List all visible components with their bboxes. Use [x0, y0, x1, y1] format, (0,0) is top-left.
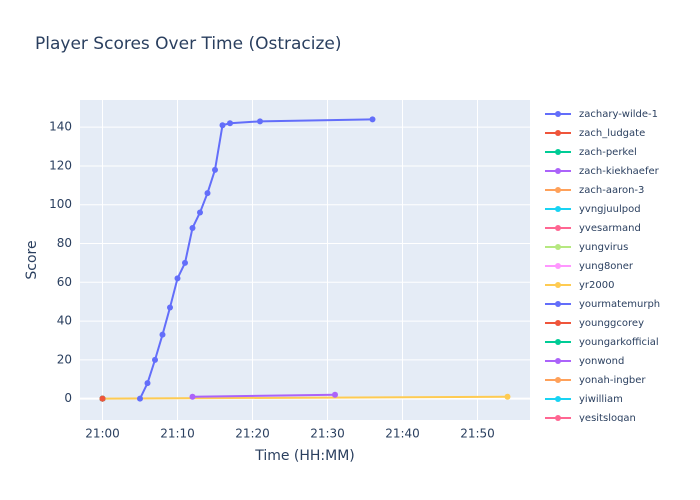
legend-label[interactable]: zach-perkel — [579, 147, 637, 158]
data-point — [174, 275, 181, 282]
series-line — [192, 393, 336, 398]
legend-swatch — [555, 206, 561, 212]
data-point — [369, 116, 376, 123]
legend-label[interactable]: zach-aaron-3 — [579, 185, 644, 196]
data-point — [197, 209, 203, 216]
grid — [80, 100, 530, 420]
legend-label[interactable]: yungvirus — [579, 242, 628, 253]
data-point — [332, 391, 338, 398]
data-point — [204, 190, 211, 197]
legend-label[interactable]: yvesarmand — [579, 223, 641, 234]
legend-swatch — [555, 111, 561, 117]
legend-label[interactable]: youngarkofficial — [579, 337, 659, 348]
y-tick-label: 100 — [49, 197, 72, 211]
x-tick-label: 21:30 — [310, 427, 345, 441]
y-tick-label: 80 — [57, 236, 72, 250]
legend-label[interactable]: yonah-ingber — [579, 375, 646, 386]
legend-swatch — [555, 130, 561, 136]
data-point — [159, 331, 166, 338]
legend-swatch — [555, 339, 561, 345]
x-tick-label: 21:10 — [160, 427, 195, 441]
x-tick-label: 21:20 — [235, 427, 270, 441]
y-axis-title: Score — [24, 240, 40, 279]
legend-swatch — [555, 225, 561, 231]
legend-label[interactable]: zach-kiekhaefer — [579, 166, 660, 177]
y-tick-label: 40 — [57, 314, 72, 328]
data-point — [227, 120, 233, 127]
legend-label[interactable]: yr2000 — [579, 280, 614, 291]
legend-label[interactable]: younggcorey — [579, 318, 644, 329]
legend-swatch — [555, 244, 561, 250]
data-point — [182, 259, 188, 266]
legend-swatch — [555, 358, 561, 364]
plot-marks — [99, 116, 511, 402]
x-tick-label: 21:00 — [85, 427, 120, 441]
legend-label[interactable]: yourmatemurph — [579, 299, 660, 310]
data-point — [152, 356, 158, 363]
y-tick-label: 140 — [49, 120, 72, 134]
data-point — [189, 393, 196, 400]
y-tick-label: 0 — [64, 391, 72, 405]
legend-swatch — [555, 396, 561, 402]
legend-label[interactable]: yesitslogan — [579, 413, 636, 424]
chart-title: Player Scores Over Time (Ostracize) — [35, 34, 342, 54]
legend: zachary-wilde-1 zach_ludgate zach-perkel za… — [545, 109, 660, 424]
legend-swatch — [555, 320, 561, 326]
legend-swatch — [555, 377, 561, 383]
legend-label[interactable]: yvngjuulpod — [579, 204, 641, 215]
data-point — [257, 118, 263, 125]
legend-label[interactable]: yung8oner — [579, 261, 634, 272]
legend-swatch — [555, 187, 561, 193]
legend-label[interactable]: zach_ludgate — [579, 128, 645, 139]
data-point — [504, 393, 511, 400]
legend-label[interactable]: zachary-wilde-1 — [579, 109, 658, 120]
data-point — [137, 395, 143, 402]
legend-label[interactable]: yiwilliam — [579, 394, 623, 405]
legend-swatch — [555, 168, 561, 174]
legend-swatch — [555, 301, 561, 307]
series-line — [102, 395, 508, 400]
data-point — [167, 304, 173, 311]
y-tick-label: 20 — [57, 352, 72, 366]
data-point — [219, 122, 226, 129]
data-point — [212, 166, 218, 173]
data-point — [144, 380, 151, 387]
legend-swatch — [555, 263, 561, 269]
x-tick-label: 21:40 — [385, 427, 420, 441]
x-tick-label: 21:50 — [460, 427, 495, 441]
data-point — [99, 395, 106, 402]
x-axis-title: Time (HH:MM) — [254, 448, 355, 464]
data-point — [189, 225, 196, 231]
legend-swatch — [555, 415, 561, 421]
y-tick-label: 120 — [49, 158, 72, 172]
y-tick-label: 60 — [57, 275, 72, 289]
legend-swatch — [555, 149, 561, 155]
legend-label[interactable]: yonwond — [579, 356, 624, 367]
legend-swatch — [555, 282, 561, 288]
plot-area — [80, 100, 530, 420]
